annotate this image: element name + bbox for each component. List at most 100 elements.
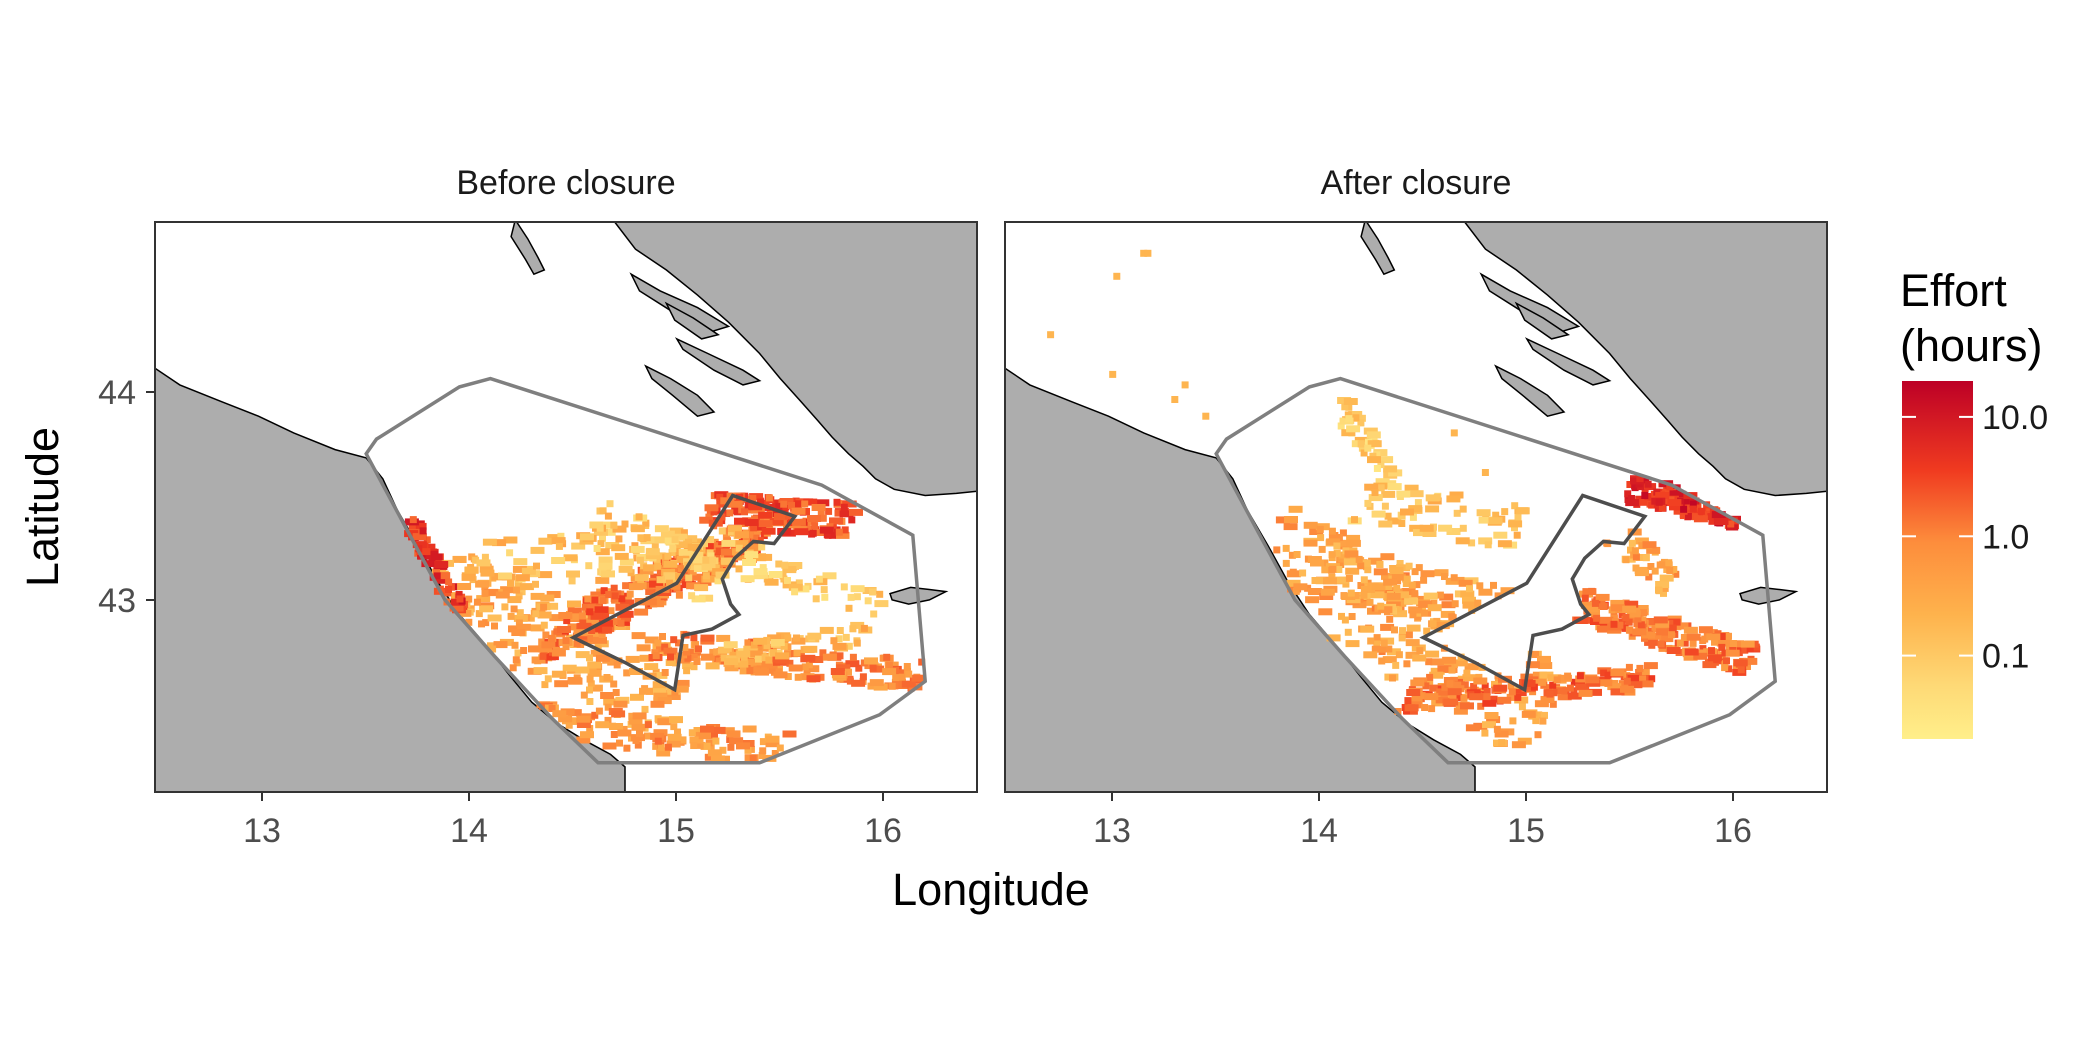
effort-cell: [715, 571, 730, 579]
effort-cell: [1386, 615, 1394, 623]
effort-cell: [412, 533, 427, 541]
effort-cell: [587, 669, 602, 677]
effort-cell: [1640, 609, 1647, 617]
effort-cell: [1202, 412, 1210, 420]
effort-cell: [1348, 613, 1356, 620]
legend-label: 1.0: [1982, 518, 2029, 556]
effort-cell: [869, 664, 877, 672]
effort-cell: [1532, 717, 1540, 725]
y-axis-title: Latitude: [17, 427, 68, 587]
effort-cell: [507, 596, 522, 604]
effort-cell: [1486, 716, 1501, 724]
effort-cell: [549, 614, 564, 622]
effort-cell: [476, 559, 491, 567]
effort-cell: [763, 642, 771, 650]
effort-cell: [674, 728, 681, 736]
effort-cell: [518, 588, 526, 596]
effort-cell: [710, 755, 725, 763]
effort-cell: [1404, 484, 1419, 492]
effort-cell: [586, 654, 593, 662]
effort-cell: [617, 729, 632, 737]
effort-cell: [1674, 622, 1689, 630]
effort-cell: [1578, 689, 1593, 697]
effort-cell: [888, 682, 896, 690]
effort-cell: [1656, 561, 1671, 569]
effort-cell: [1368, 557, 1383, 565]
effort-cell: [734, 517, 748, 525]
effort-cell: [666, 693, 681, 700]
effort-cell: [551, 649, 566, 657]
effort-cell: [1409, 524, 1424, 532]
effort-cell: [1275, 516, 1290, 524]
effort-cell: [1366, 598, 1374, 606]
effort-cell: [1396, 490, 1411, 498]
effort-cell: [464, 566, 479, 574]
effort-cell: [1632, 553, 1640, 561]
effort-cell: [1476, 509, 1491, 517]
effort-cell: [1357, 562, 1365, 570]
effort-cell: [610, 680, 618, 688]
effort-cell: [650, 700, 665, 708]
effort-cell: [870, 665, 884, 673]
effort-cell: [1656, 628, 1671, 636]
effort-cell: [1667, 499, 1682, 507]
effort-cell: [759, 738, 767, 746]
effort-cell: [793, 634, 800, 642]
effort-cell: [465, 618, 473, 626]
effort-cell: [530, 624, 545, 632]
effort-cell: [1684, 648, 1699, 656]
effort-cell: [621, 520, 629, 528]
effort-cell: [911, 674, 926, 682]
effort-cell: [1343, 398, 1358, 405]
effort-cell: [644, 663, 659, 671]
effort-cell: [1469, 693, 1484, 701]
effort-cell: [1610, 669, 1625, 677]
effort-cell: [701, 563, 716, 571]
effort-cell: [595, 707, 603, 715]
effort-cell: [668, 549, 676, 557]
effort-cell: [1351, 440, 1359, 448]
effort-cell: [1383, 578, 1398, 586]
effort-cell: [832, 642, 847, 650]
effort-cell: [489, 645, 497, 653]
effort-cell: [749, 494, 757, 502]
effort-cell: [552, 710, 567, 718]
effort-cell: [1419, 524, 1434, 532]
effort-cell: [409, 516, 417, 524]
effort-cell: [484, 588, 499, 596]
effort-cell: [644, 721, 652, 729]
effort-cell: [683, 648, 690, 656]
effort-cell: [1646, 546, 1661, 554]
effort-cell: [632, 736, 640, 744]
effort-cell: [563, 554, 578, 562]
effort-cell: [876, 590, 884, 598]
effort-cell: [544, 653, 559, 661]
effort-cell: [1525, 661, 1540, 669]
effort-cell: [1288, 505, 1303, 513]
effort-cell: [815, 499, 830, 507]
legend-ticks: 10.0 1.0 0.1: [1902, 399, 2048, 676]
effort-cell: [670, 723, 678, 731]
effort-cell: [1341, 616, 1349, 624]
effort-cell: [1721, 649, 1729, 657]
effort-cell: [692, 556, 707, 564]
effort-cell: [869, 588, 877, 596]
effort-cell: [1521, 710, 1536, 718]
effort-cell: [1460, 702, 1474, 710]
effort-cell: [746, 531, 754, 539]
effort-cell: [1415, 564, 1423, 572]
effort-cell: [1482, 513, 1490, 520]
effort-cell: [727, 743, 735, 751]
effort-cell: [513, 614, 528, 622]
effort-cell: [1459, 524, 1467, 532]
effort-cell: [1380, 623, 1395, 631]
effort-cell: [731, 507, 739, 515]
effort-cell: [742, 725, 757, 733]
effort-cell: [1426, 678, 1434, 686]
effort-cell: [1635, 669, 1643, 676]
effort-cell: [776, 744, 784, 752]
effort-cell: [551, 537, 566, 545]
effort-cell: [1439, 593, 1454, 601]
effort-cell: [758, 511, 773, 519]
effort-cell: [479, 565, 494, 573]
